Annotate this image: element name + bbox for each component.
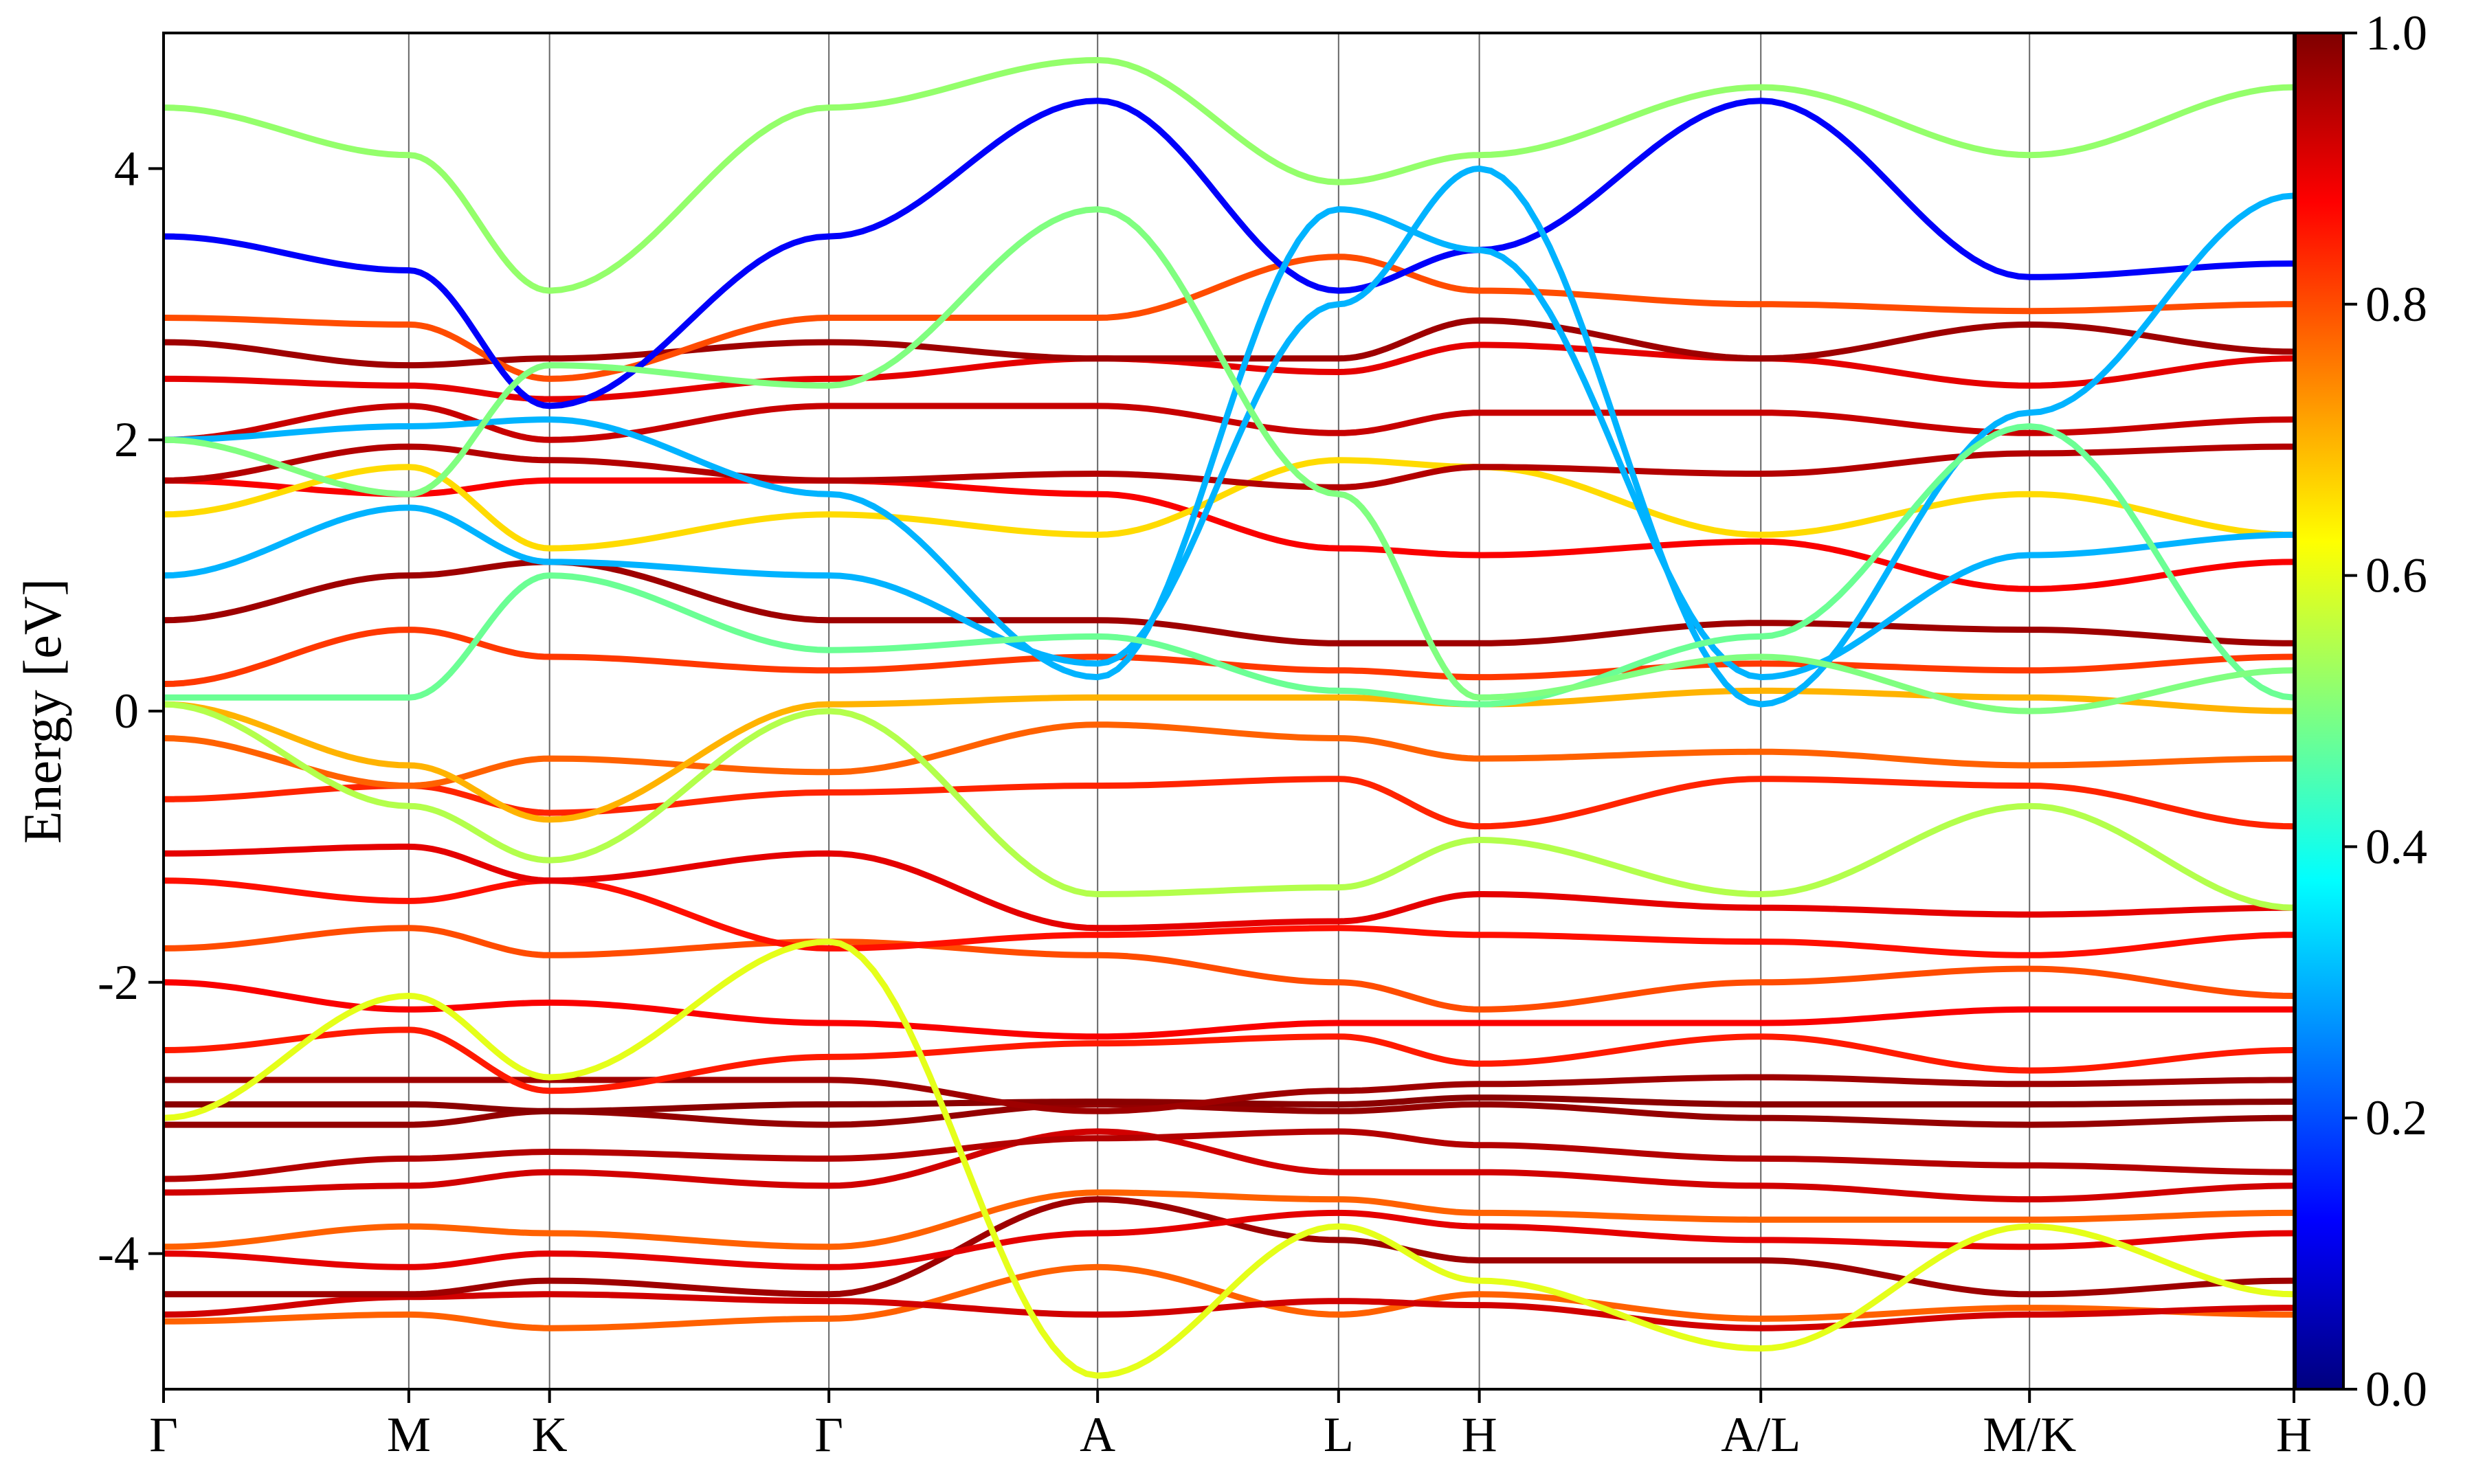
y-axis: 4 2 0 -2 -4 Energy [eV]: [12, 141, 164, 1281]
kpoint-label-6: L: [1324, 1407, 1354, 1462]
band-2: [164, 1291, 2294, 1331]
band-12: [164, 979, 2294, 1040]
band-10: [164, 1074, 2294, 1114]
band-5: [164, 1189, 2294, 1250]
band-7: [164, 1128, 2294, 1182]
colorbar-tick-label-4: 0.6: [2365, 548, 2427, 603]
y-tick-label-3: 0: [114, 684, 139, 739]
band-31: [164, 423, 2294, 708]
kpoint-label-2: M: [387, 1407, 431, 1462]
band-4: [164, 1209, 2294, 1270]
band-26: [164, 317, 2294, 369]
band-19: [164, 627, 2294, 687]
y-tick-label-2: 2: [114, 412, 139, 467]
band-22: [164, 457, 2294, 552]
band-25: [164, 341, 2294, 403]
colorbar-tick-label-5: 0.8: [2365, 277, 2427, 332]
band-18: [164, 687, 2294, 823]
band-17: [164, 721, 2294, 789]
kpoint-label-3: K: [532, 1407, 568, 1462]
band-13: [164, 925, 2294, 1013]
colorbar-tick-label-1: 0.0: [2365, 1362, 2427, 1417]
y-axis-title: Energy [eV]: [12, 578, 72, 844]
y-tick-label-5: -4: [98, 1226, 139, 1281]
band-27: [164, 254, 2294, 382]
kpoint-label-10: H: [2276, 1407, 2312, 1462]
band-33: [164, 938, 2294, 1379]
colorbar: 0.0 0.2 0.4 0.6 0.8 1.0: [2294, 5, 2427, 1417]
colorbar-ticks: 0.0 0.2 0.4 0.6 0.8 1.0: [2343, 5, 2427, 1417]
y-tick-label-4: -2: [98, 955, 139, 1010]
band-6: [164, 1128, 2294, 1203]
band-28: [164, 98, 2294, 409]
colorbar-tick-label-3: 0.4: [2365, 819, 2427, 874]
band-8: [164, 1101, 2294, 1128]
band-11: [164, 1026, 2294, 1094]
plot-area: [162, 32, 2295, 1391]
kpoint-label-1: Γ: [149, 1407, 178, 1462]
kpoint-label-9: M/K: [1983, 1407, 2076, 1462]
band-35: [164, 206, 2294, 715]
kpoint-label-4: Γ: [814, 1407, 843, 1462]
plot-frame: [162, 32, 2295, 1391]
kpoint-label-7: H: [1462, 1407, 1497, 1462]
colorbar-tick-label-6: 1.0: [2365, 5, 2427, 60]
band-1: [164, 1263, 2294, 1331]
colorbar-tick-label-2: 0.2: [2365, 1090, 2427, 1145]
band-16: [164, 776, 2294, 830]
band-curves: [164, 57, 2294, 1379]
colorbar-gradient: [2294, 32, 2345, 1391]
band-3: [164, 1196, 2294, 1298]
band-15: [164, 843, 2294, 932]
band-29: [164, 165, 2294, 708]
band-32: [164, 57, 2294, 294]
band-20: [164, 559, 2294, 647]
y-tick-label-1: 4: [114, 141, 139, 196]
y-axis-ticks: 4 2 0 -2 -4: [98, 141, 164, 1281]
kpoint-label-8: A/L: [1721, 1407, 1801, 1462]
band-34: [164, 701, 2294, 911]
band-30: [164, 206, 2294, 681]
x-axis-kpoint-ticks: Γ M K Γ A L H A/L M/K H: [149, 1389, 2312, 1462]
band-21: [164, 477, 2294, 592]
band-14: [164, 877, 2294, 958]
kpoint-label-5: A: [1080, 1407, 1115, 1462]
